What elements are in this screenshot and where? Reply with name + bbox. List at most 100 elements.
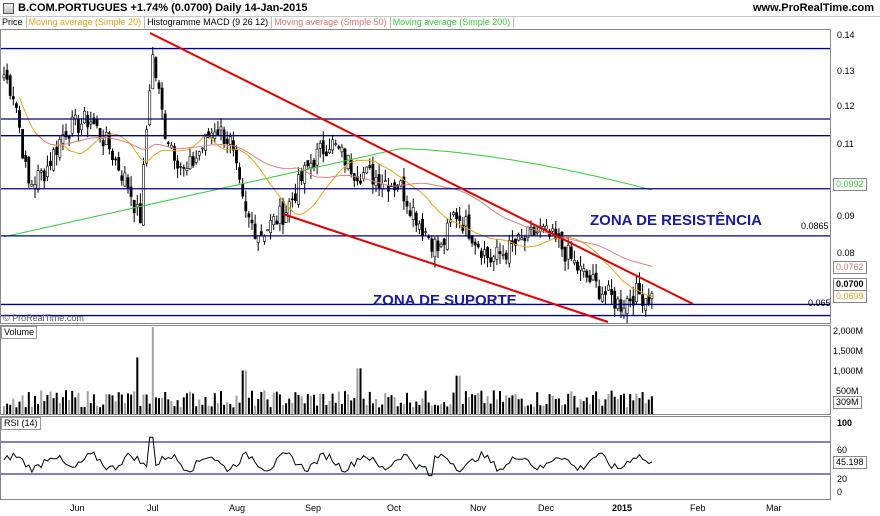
volume-bar <box>145 394 148 414</box>
volume-bar <box>505 395 508 414</box>
volume-bar <box>632 400 635 414</box>
volume-bar <box>508 397 511 414</box>
rsi-panel[interactable] <box>0 416 831 500</box>
candle-body <box>275 220 279 225</box>
volume-bar <box>328 400 331 414</box>
rsi-panel-title: RSI (14) <box>1 417 41 430</box>
site-link[interactable]: www.ProRealTime.com <box>752 2 874 14</box>
volume-bar <box>570 391 573 414</box>
candle-body <box>185 168 189 171</box>
legend-ma20[interactable]: Moving average (Simple 20) <box>27 17 146 28</box>
volume-bar <box>536 392 539 414</box>
candle-body <box>290 198 294 201</box>
candle-body <box>64 131 68 138</box>
volume-bar <box>43 401 46 414</box>
volume-bar <box>251 390 253 414</box>
candle-body <box>173 146 176 161</box>
volume-bar <box>37 403 40 414</box>
volume-bar <box>303 403 306 414</box>
volume-bar <box>623 393 625 414</box>
candle-body <box>297 174 300 205</box>
candle-body <box>551 228 555 232</box>
volume-bar <box>285 403 288 414</box>
volume-bar <box>15 407 18 414</box>
volume-bar <box>399 402 402 414</box>
volume-bar <box>576 407 579 414</box>
candle-body <box>610 289 614 295</box>
candle-body <box>473 241 477 246</box>
volume-bar <box>402 404 405 414</box>
volume-bar <box>105 394 108 414</box>
volume-bar <box>18 401 21 414</box>
candle-body <box>309 162 313 169</box>
volume-bar <box>551 395 554 414</box>
price-panel[interactable] <box>0 29 831 324</box>
candle-body <box>569 246 573 259</box>
volume-bar <box>213 393 216 414</box>
legend-price[interactable]: Price <box>0 17 27 28</box>
candle-body <box>104 132 108 145</box>
candle-body <box>383 180 387 183</box>
volume-bar <box>68 400 71 414</box>
candle-body <box>52 149 56 171</box>
volume-bar <box>142 394 145 414</box>
candle-body <box>27 156 31 184</box>
volume-bar <box>468 397 470 414</box>
volume-bar <box>635 393 638 414</box>
candle-body <box>163 113 167 139</box>
candle-body <box>486 247 490 259</box>
candle-body <box>42 170 46 182</box>
candle-body <box>495 246 499 260</box>
legend-macd[interactable]: Histogramme MACD (9 26 12) <box>145 17 273 28</box>
volume-bar <box>241 370 244 414</box>
candle-body <box>328 149 331 153</box>
volume-bar <box>604 399 607 414</box>
volume-bar <box>598 399 601 414</box>
volume-bar <box>278 394 281 414</box>
volume-bar <box>396 406 399 414</box>
volume-bar <box>387 397 390 414</box>
candle-body <box>123 172 127 187</box>
legend-ma200[interactable]: Moving average (Simple 200) <box>391 17 515 28</box>
candle-body <box>408 210 412 216</box>
candle-body <box>452 212 455 216</box>
volume-panel-title: Volume <box>1 326 38 339</box>
candle-body <box>535 231 539 234</box>
candle-body <box>371 164 375 185</box>
volume-bar <box>49 391 52 414</box>
volume-bar <box>533 406 536 414</box>
volume-bar <box>179 407 182 414</box>
volume-bar <box>446 406 449 414</box>
candle-body <box>191 156 195 166</box>
candle-body <box>455 212 459 220</box>
volume-bar <box>148 403 151 414</box>
candle-body <box>433 238 437 258</box>
volume-panel[interactable] <box>0 325 831 415</box>
y-tick-price: 0.14 <box>837 30 855 40</box>
candle-body <box>157 82 161 89</box>
candle-body <box>337 146 341 149</box>
candle-body <box>514 238 517 246</box>
volume-bar <box>185 393 188 414</box>
volume-bar <box>477 393 480 414</box>
volume-bar <box>371 403 374 414</box>
volume-bar <box>579 399 582 414</box>
volume-bar <box>254 405 257 414</box>
legend-ma50[interactable]: Moving average (Simple 50) <box>272 17 391 28</box>
volume-bar <box>158 398 160 414</box>
rsi-last-tag: 45.198 <box>833 456 867 469</box>
candle-body <box>45 165 49 177</box>
candle-body <box>139 203 142 224</box>
volume-bar <box>492 390 495 414</box>
candle-body <box>458 215 462 221</box>
volume-bar <box>123 402 126 414</box>
volume-bar <box>297 395 300 414</box>
volume-bar <box>644 403 647 414</box>
candle-body <box>80 123 83 131</box>
volume-bar <box>154 397 157 414</box>
volume-bar <box>263 390 266 414</box>
volume-bar <box>77 392 80 414</box>
candle-body <box>591 274 595 281</box>
candle-body <box>182 167 186 169</box>
